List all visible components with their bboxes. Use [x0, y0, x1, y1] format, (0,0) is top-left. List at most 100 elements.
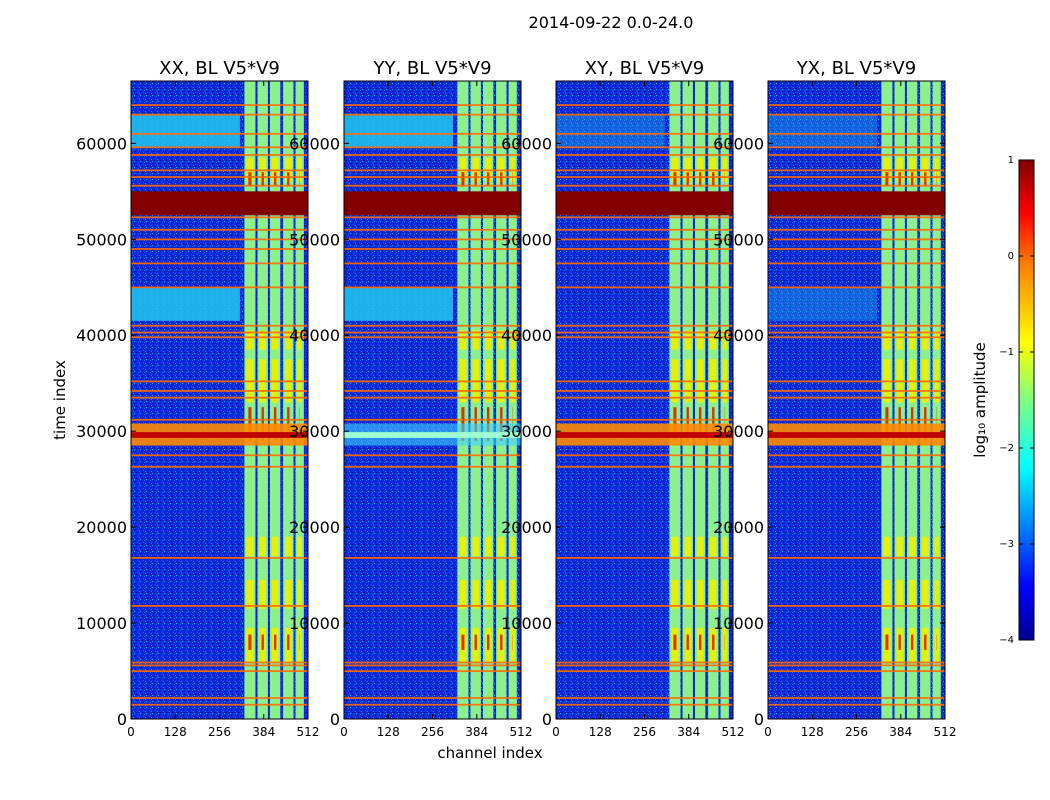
flag-line — [344, 331, 521, 334]
hot-blob — [486, 172, 490, 187]
x-tick-label: 0 — [552, 725, 560, 739]
y-tick-label: 20000 — [501, 518, 552, 537]
x-tick-label: 256 — [208, 725, 231, 739]
active-blob — [934, 536, 939, 556]
y-tick-label: 40000 — [501, 326, 552, 345]
y-tick-label: 50000 — [289, 230, 340, 249]
y-tick-label: 50000 — [76, 230, 127, 249]
flag-line — [131, 390, 308, 392]
active-blob — [285, 536, 292, 556]
flag-line — [556, 557, 733, 559]
hot-blob — [273, 634, 277, 650]
flag-line — [556, 454, 733, 457]
flag-line — [344, 262, 521, 265]
flag-line — [131, 418, 308, 421]
flag-line — [768, 154, 945, 156]
active-blob — [671, 330, 679, 350]
active-blob — [498, 579, 505, 609]
flag-line — [768, 331, 945, 334]
hot-blob — [712, 634, 715, 650]
active-blob — [684, 330, 691, 350]
active-blob — [684, 536, 691, 556]
x-tick-label: 256 — [633, 725, 656, 739]
flag-line — [768, 703, 945, 706]
hot-blob — [673, 172, 677, 187]
flag-line — [768, 238, 945, 241]
hot-blob — [273, 172, 277, 187]
x-tick-label: 512 — [510, 725, 533, 739]
active-blob — [934, 579, 939, 609]
hot-blob — [248, 634, 252, 650]
hot-blob — [261, 172, 264, 187]
flag-line — [768, 113, 945, 116]
flag-line — [768, 248, 945, 250]
flag-line — [344, 104, 521, 106]
saturated-band — [768, 191, 945, 216]
flag-line — [556, 154, 733, 156]
flag-line — [556, 331, 733, 334]
flag-line — [131, 670, 308, 673]
x-tick-label: 128 — [801, 725, 824, 739]
flag-line — [768, 184, 945, 187]
flag-line — [344, 380, 521, 383]
x-tick-label: 512 — [297, 725, 320, 739]
flag-line — [131, 336, 308, 339]
y-tick-label: 50000 — [501, 230, 552, 249]
active-blob — [472, 579, 479, 609]
flag-line — [344, 661, 521, 664]
active-blob — [510, 579, 515, 609]
active-blob — [922, 536, 929, 556]
hot-blob — [287, 634, 290, 650]
active-blob — [484, 330, 492, 350]
active-blob — [484, 536, 492, 556]
y-tick-label: 50000 — [713, 230, 764, 249]
y-tick-label: 30000 — [289, 422, 340, 441]
panel-title: YY, BL V5*V9 — [372, 58, 491, 79]
flag-line — [556, 390, 733, 392]
x-tick-label: 0 — [764, 725, 772, 739]
flag-line — [131, 113, 308, 116]
flag-line — [768, 604, 945, 607]
flag-line — [131, 465, 308, 468]
active-blob — [297, 330, 302, 350]
flag-line — [768, 557, 945, 559]
active-blob — [271, 579, 279, 609]
active-blob — [472, 330, 479, 350]
flag-line — [556, 248, 733, 250]
flag-line — [344, 146, 521, 149]
hot-blob — [686, 634, 689, 650]
active-blob — [271, 330, 279, 350]
hot-blob — [474, 172, 477, 187]
flag-line — [131, 664, 308, 667]
hot-blob — [686, 172, 689, 187]
cyan-region — [556, 114, 665, 149]
active-blob — [246, 579, 254, 609]
hot-blob — [486, 634, 490, 650]
y-tick-label: 60000 — [76, 134, 127, 153]
panel-1: XX, BL V5*V9 0 128 256 384 512 0 10000 20000 3000… — [76, 58, 319, 739]
flag-line — [556, 228, 733, 231]
flag-line — [556, 262, 733, 265]
flag-line — [768, 661, 945, 664]
y-tick-label: 40000 — [713, 326, 764, 345]
flag-line — [556, 380, 733, 383]
active-blob — [908, 579, 916, 609]
active-blob — [498, 536, 505, 556]
flag-line — [556, 216, 733, 219]
flag-line — [768, 286, 945, 289]
flag-line — [768, 454, 945, 457]
y-tick-label: 10000 — [76, 614, 127, 633]
flag-line — [556, 286, 733, 289]
y-tick-label: 0 — [330, 710, 340, 729]
flag-line — [131, 286, 308, 289]
flag-line — [556, 113, 733, 116]
active-blob — [722, 330, 727, 350]
flag-line — [344, 176, 521, 178]
flag-line — [344, 132, 521, 135]
flag-line — [768, 262, 945, 265]
x-tick-label: 384 — [465, 725, 488, 739]
flag-line — [131, 248, 308, 250]
flag-line — [344, 604, 521, 607]
hot-blob — [461, 172, 465, 187]
